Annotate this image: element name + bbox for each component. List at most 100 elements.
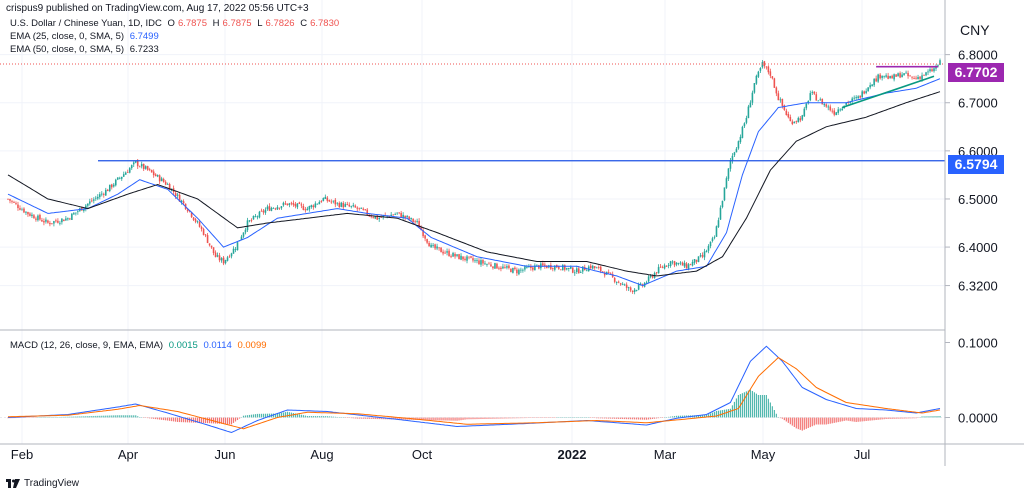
candle-body xyxy=(75,212,77,214)
macd-histogram-bar xyxy=(857,417,859,422)
candle-body xyxy=(534,265,536,271)
macd-histogram-bar xyxy=(703,415,706,418)
ema50-line xyxy=(7,91,941,277)
macd-histogram-bar xyxy=(177,417,179,422)
candle-body xyxy=(154,174,157,177)
candle-body xyxy=(67,218,69,220)
publisher-line: crispus9 published on TradingView.com, A… xyxy=(6,3,309,14)
candle-body xyxy=(412,218,414,222)
macd-histogram-bar xyxy=(446,417,448,421)
candle-body xyxy=(166,184,169,185)
legend-ema25-row[interactable]: EMA (25, close, 0, SMA, 5) 6.7499 xyxy=(10,31,162,42)
candle-body xyxy=(230,253,233,257)
candle-body xyxy=(306,208,309,211)
candle-body xyxy=(767,66,770,73)
candle-body xyxy=(294,204,297,207)
candle-body xyxy=(781,98,784,106)
candle-body xyxy=(617,281,620,283)
macd-histogram-bar xyxy=(101,415,103,418)
candle-body xyxy=(490,264,492,267)
macd-histogram-bar xyxy=(322,416,324,418)
macd-histogram-bar xyxy=(877,417,879,420)
legend-symbol: U.S. Dollar / Chinese Yuan, 1D, IDC xyxy=(10,18,162,29)
macd-histogram-bar xyxy=(324,416,326,418)
footer-brand[interactable]: TradingView xyxy=(6,478,79,489)
candle-body xyxy=(37,215,39,221)
macd-histogram-bar xyxy=(626,417,628,420)
macd-histogram-bar xyxy=(795,417,797,429)
candle-body xyxy=(91,200,93,202)
candle-body xyxy=(841,108,844,111)
macd-histogram-bar xyxy=(805,417,807,429)
candle-body xyxy=(340,202,343,207)
macd-histogram-bar xyxy=(779,417,781,419)
candle-body xyxy=(9,199,11,201)
macd-histogram-bar xyxy=(23,417,25,418)
legend-ema25-label: EMA (25, close, 0, SMA, 5) xyxy=(10,31,125,42)
macd-signal-line xyxy=(7,356,941,430)
currency-label: CNY xyxy=(960,22,990,38)
macd-histogram-bar xyxy=(500,417,502,419)
legend-macd-row[interactable]: MACD (12, 26, close, 9, EMA, EMA) 0.0015… xyxy=(10,340,270,351)
macd-histogram-bar xyxy=(582,417,584,418)
candle-body xyxy=(729,160,732,169)
candle-body xyxy=(603,272,606,276)
candle-body xyxy=(164,181,167,185)
macd-histogram-bar xyxy=(574,417,576,418)
candle-body xyxy=(7,198,9,200)
macd-histogram-bar xyxy=(222,417,225,424)
candle-body xyxy=(717,220,720,227)
macd-histogram-bar xyxy=(123,415,125,418)
candle-body xyxy=(589,265,592,269)
macd-histogram-bar xyxy=(97,415,99,418)
candle-body xyxy=(821,98,824,105)
macd-histogram-bar xyxy=(113,415,115,418)
macd-histogram-bar xyxy=(198,417,201,423)
macd-histogram-bar xyxy=(508,417,510,419)
candle-body xyxy=(631,290,634,292)
macd-histogram-bar xyxy=(338,417,340,418)
macd-histogram-bar xyxy=(827,417,829,425)
candle-body xyxy=(879,74,881,79)
candle-body xyxy=(122,174,125,177)
candle-body xyxy=(735,148,738,153)
macd-histogram-bar xyxy=(901,417,903,419)
candle-body xyxy=(252,215,255,220)
candle-body xyxy=(637,284,640,290)
macd-histogram-bar xyxy=(697,415,700,418)
candle-body xyxy=(911,76,913,78)
macd-histogram-bar xyxy=(83,416,85,418)
candle-body xyxy=(108,184,111,192)
candle-body xyxy=(865,91,867,94)
macd-histogram-bar xyxy=(546,417,548,418)
candle-body xyxy=(711,238,714,241)
candle-body xyxy=(398,212,400,214)
candle-body xyxy=(366,209,369,215)
macd-histogram-bar xyxy=(316,416,318,418)
macd-histogram-bar xyxy=(63,416,65,418)
candle-body xyxy=(298,202,301,204)
macd-histogram-bar xyxy=(630,417,632,420)
macd-histogram-bar xyxy=(518,417,520,419)
macd-histogram-bar xyxy=(228,417,231,425)
legend-macd-label: MACD (12, 26, close, 9, EMA, EMA) xyxy=(10,340,164,351)
macd-histogram-bar xyxy=(133,415,135,418)
legend-ema50-row[interactable]: EMA (50, close, 0, SMA, 5) 6.7233 xyxy=(10,44,162,55)
macd-histogram-bar xyxy=(895,417,897,419)
candle-body xyxy=(663,265,666,269)
legend-macd-line-value: 0.0114 xyxy=(203,340,232,351)
candle-body xyxy=(45,219,47,222)
macd-histogram-bar xyxy=(107,415,109,418)
macd-histogram-bar xyxy=(490,417,492,419)
candle-body xyxy=(232,248,235,254)
macd-histogram-bar xyxy=(797,417,799,430)
macd-histogram-bar xyxy=(801,417,803,431)
macd-histogram-bar xyxy=(466,417,468,420)
macd-histogram-bar xyxy=(675,415,678,418)
macd-histogram-bar xyxy=(262,413,265,418)
legend-symbol-row[interactable]: U.S. Dollar / Chinese Yuan, 1D, IDC O 6.7… xyxy=(10,18,342,29)
candle-body xyxy=(142,163,145,169)
candle-body xyxy=(424,235,426,239)
candle-body xyxy=(853,97,855,99)
candle-body xyxy=(881,75,883,78)
